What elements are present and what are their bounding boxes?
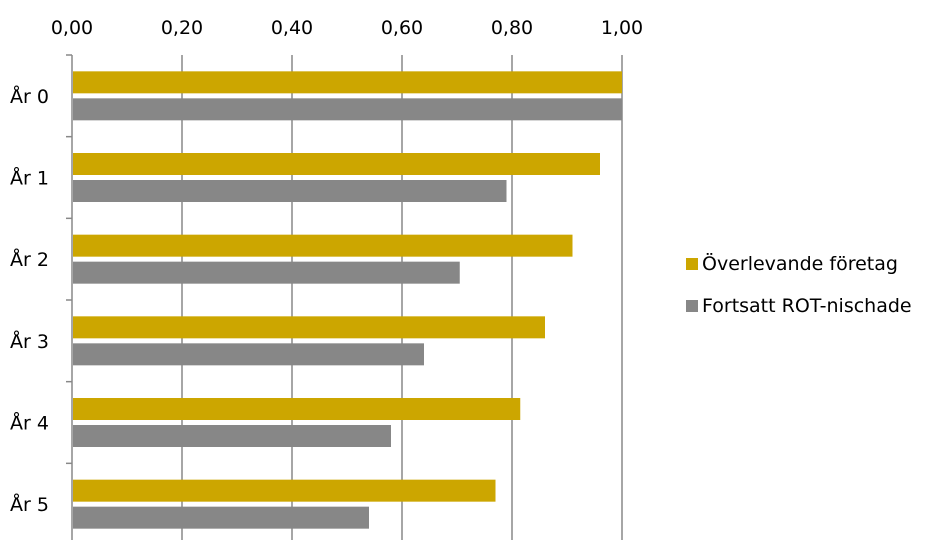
category-labels: År 0 År 1 År 2 År 3 År 4 År 5 xyxy=(10,85,49,516)
legend-item-overlevande: Överlevande företag xyxy=(686,252,912,276)
bar-series-1 xyxy=(73,234,573,257)
legend-swatch-overlevande xyxy=(686,258,698,270)
value-axis-ticks: 0,00 0,20 0,40 0,60 0,80 1,00 xyxy=(51,17,643,39)
bar-series-2 xyxy=(73,343,424,366)
bar-series-1 xyxy=(73,316,545,339)
x-tick-label: 0,80 xyxy=(491,17,533,39)
x-tick-label: 0,40 xyxy=(271,17,313,39)
category-label: År 1 xyxy=(10,167,49,190)
x-tick-label: 1,00 xyxy=(601,17,643,39)
legend-swatch-rot-nischade xyxy=(686,300,698,312)
x-tick-label: 0,20 xyxy=(161,17,203,39)
legend: Överlevande företag Fortsatt ROT-nischad… xyxy=(686,252,912,336)
category-label: År 2 xyxy=(10,248,49,271)
x-tick-label: 0,60 xyxy=(381,17,423,39)
x-tick-label: 0,00 xyxy=(51,17,93,39)
bar-series-1 xyxy=(73,479,496,502)
bar-series-2 xyxy=(73,261,460,284)
bar-series-2 xyxy=(73,98,622,121)
bars xyxy=(73,71,622,529)
category-label: År 5 xyxy=(10,493,49,516)
bar-series-2 xyxy=(73,180,507,202)
gridlines xyxy=(181,55,623,540)
bar-series-2 xyxy=(73,506,369,529)
category-label: År 0 xyxy=(10,85,49,108)
bar-series-1 xyxy=(73,398,521,420)
legend-label-rot-nischade: Fortsatt ROT-nischade xyxy=(702,295,912,317)
category-label: År 4 xyxy=(10,412,49,435)
bar-series-1 xyxy=(73,153,600,175)
legend-item-rot-nischade: Fortsatt ROT-nischade xyxy=(686,294,912,318)
category-label: År 3 xyxy=(10,330,49,353)
bar-series-2 xyxy=(73,425,391,447)
legend-label-overlevande: Överlevande företag xyxy=(702,253,898,275)
category-axis xyxy=(66,54,73,540)
bar-series-1 xyxy=(73,71,622,94)
